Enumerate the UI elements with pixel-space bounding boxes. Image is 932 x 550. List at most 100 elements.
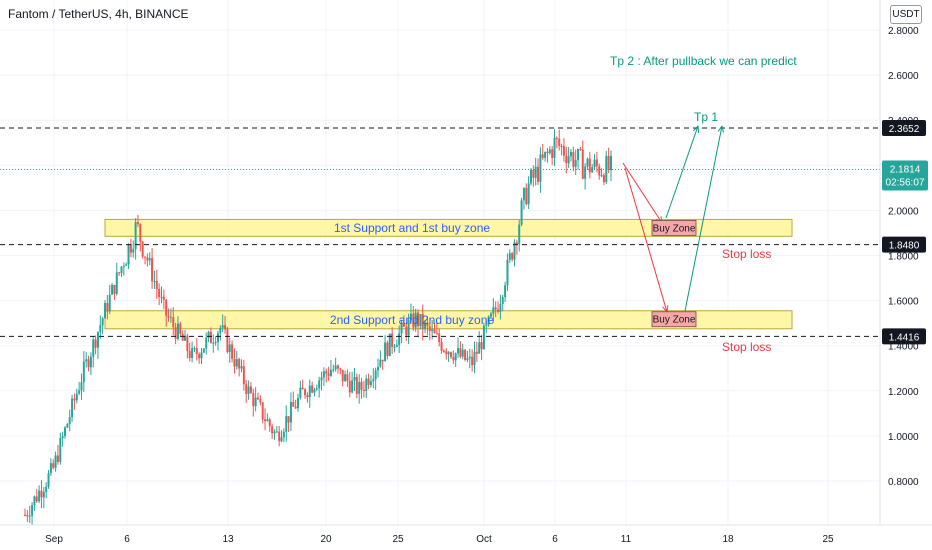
candle-body [78,390,81,394]
candle-body [358,382,361,394]
zone-label-2: 2nd Support and 2nd buy zone [330,313,494,327]
candle-body [33,496,36,506]
candle-body [402,323,405,327]
candle-body [428,325,431,332]
candle-body [231,344,234,359]
candle-body [515,242,518,245]
candle-body [247,386,250,394]
candle-body [369,381,372,385]
candle-body [207,331,210,338]
candle-body [221,325,224,328]
candle-body [285,416,288,432]
candle-body [249,386,252,393]
candle-body [38,490,41,502]
candle-body [160,296,163,298]
support-zone-1 [104,218,793,237]
candle-body [421,314,424,330]
candle-body [407,320,410,336]
candle-body [449,352,452,358]
candle-body [555,137,558,139]
candle-body [35,496,38,502]
candle-body [494,307,497,310]
candle-body [87,359,90,368]
candle-body [492,307,495,314]
candle-body [534,166,537,178]
x-tick-label: 18 [722,534,734,545]
candle-body [311,385,314,393]
candle-body [301,387,304,390]
candle-body [205,337,208,349]
candle-body [581,149,584,179]
candle-body [315,388,318,390]
candle-body [569,152,572,157]
candle-body [452,357,455,361]
y-tick-label: 1.6000 [888,297,919,308]
candle-body [85,359,88,362]
candle-body [172,317,175,328]
candle-body [228,344,231,353]
y-tick-label: 0.8000 [888,477,919,488]
candle-body [485,324,488,326]
candle-body [362,389,365,391]
candle-body [73,398,76,401]
time-axis[interactable]: Sep 6 13 20 25 Oct 6 11 18 25 [0,524,932,545]
buy-zone-box-2 [651,311,697,328]
x-tick-label: 6 [552,534,558,545]
candle-body [313,389,316,393]
candle-body [252,392,255,407]
candle-body [233,358,236,367]
candle-body [271,426,274,434]
candle-body [287,416,290,423]
candle-body [165,299,168,316]
candle-body [365,378,368,391]
currency-badge[interactable]: USDT [890,5,922,24]
candle-body [294,406,297,409]
candle-body [386,342,389,357]
candle-body [334,365,337,370]
candle-body [106,303,109,312]
candle-body [198,354,201,359]
candle-body [501,297,504,304]
candle-body [158,288,161,298]
candle-body [299,387,302,398]
candle-body [82,361,85,383]
candle-body [544,151,547,158]
candle-body [553,137,556,158]
candle-body [322,371,325,378]
candle-body [351,380,354,393]
candle-body [136,222,139,225]
candle-body [94,339,97,348]
candle-body [537,166,540,182]
price-axis[interactable]: 0.8000 1.0000 1.2000 1.4000 1.6000 1.8000 2.00… [879,0,928,525]
buy-zone-box-1-label: Buy Zone [653,223,696,234]
candle-body [341,369,344,382]
candle-body [522,188,525,201]
candle-body [209,331,212,344]
candle-body [360,382,363,390]
y-tick-label: 2.6000 [888,71,919,82]
candle-body [184,335,187,341]
candle-body [567,156,570,164]
candle-body [346,374,349,381]
candle-body [308,385,311,398]
candle-body [473,351,476,366]
candle-body [607,155,610,171]
candle-body [438,333,441,343]
candle-body [447,352,450,355]
candle-body [355,376,358,394]
price-line-tag [882,328,926,345]
candle-body [489,313,492,317]
candle-body [99,325,102,333]
candle-body [381,359,384,362]
candle-body [212,342,215,344]
candle-body [179,323,182,334]
candle-body [101,318,104,326]
candle-body [89,356,92,368]
candle-body [518,224,521,245]
candle-body [433,329,436,334]
candle-body [278,431,281,442]
candle-body [245,384,248,394]
candle-body [388,333,391,357]
candle-body [292,401,295,407]
